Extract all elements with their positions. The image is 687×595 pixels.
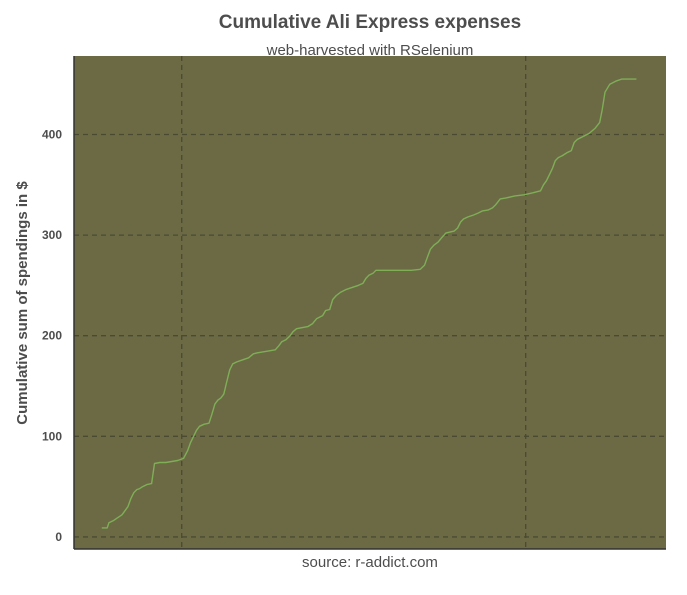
chart-subtitle: web-harvested with RSelenium (266, 42, 474, 59)
plot-panel (74, 56, 666, 549)
series-line (101, 78, 637, 529)
y-tick-label-300: 300 (42, 228, 62, 242)
y-tick-label-200: 200 (42, 329, 62, 343)
y-tick-label-100: 100 (42, 429, 62, 443)
y-tick-label-400: 400 (42, 127, 62, 141)
axes-layer (73, 56, 666, 550)
chart-title: Cumulative Ali Express expenses (219, 12, 521, 33)
y-axis-label: Cumulative sum of spendings in $ (14, 181, 31, 425)
y-tick-labels: 0 100 200 300 400 (42, 127, 62, 543)
x-axis-label: source: r-addict.com (302, 554, 438, 571)
grid-layer (74, 56, 666, 549)
y-tick-label-0: 0 (55, 530, 62, 544)
